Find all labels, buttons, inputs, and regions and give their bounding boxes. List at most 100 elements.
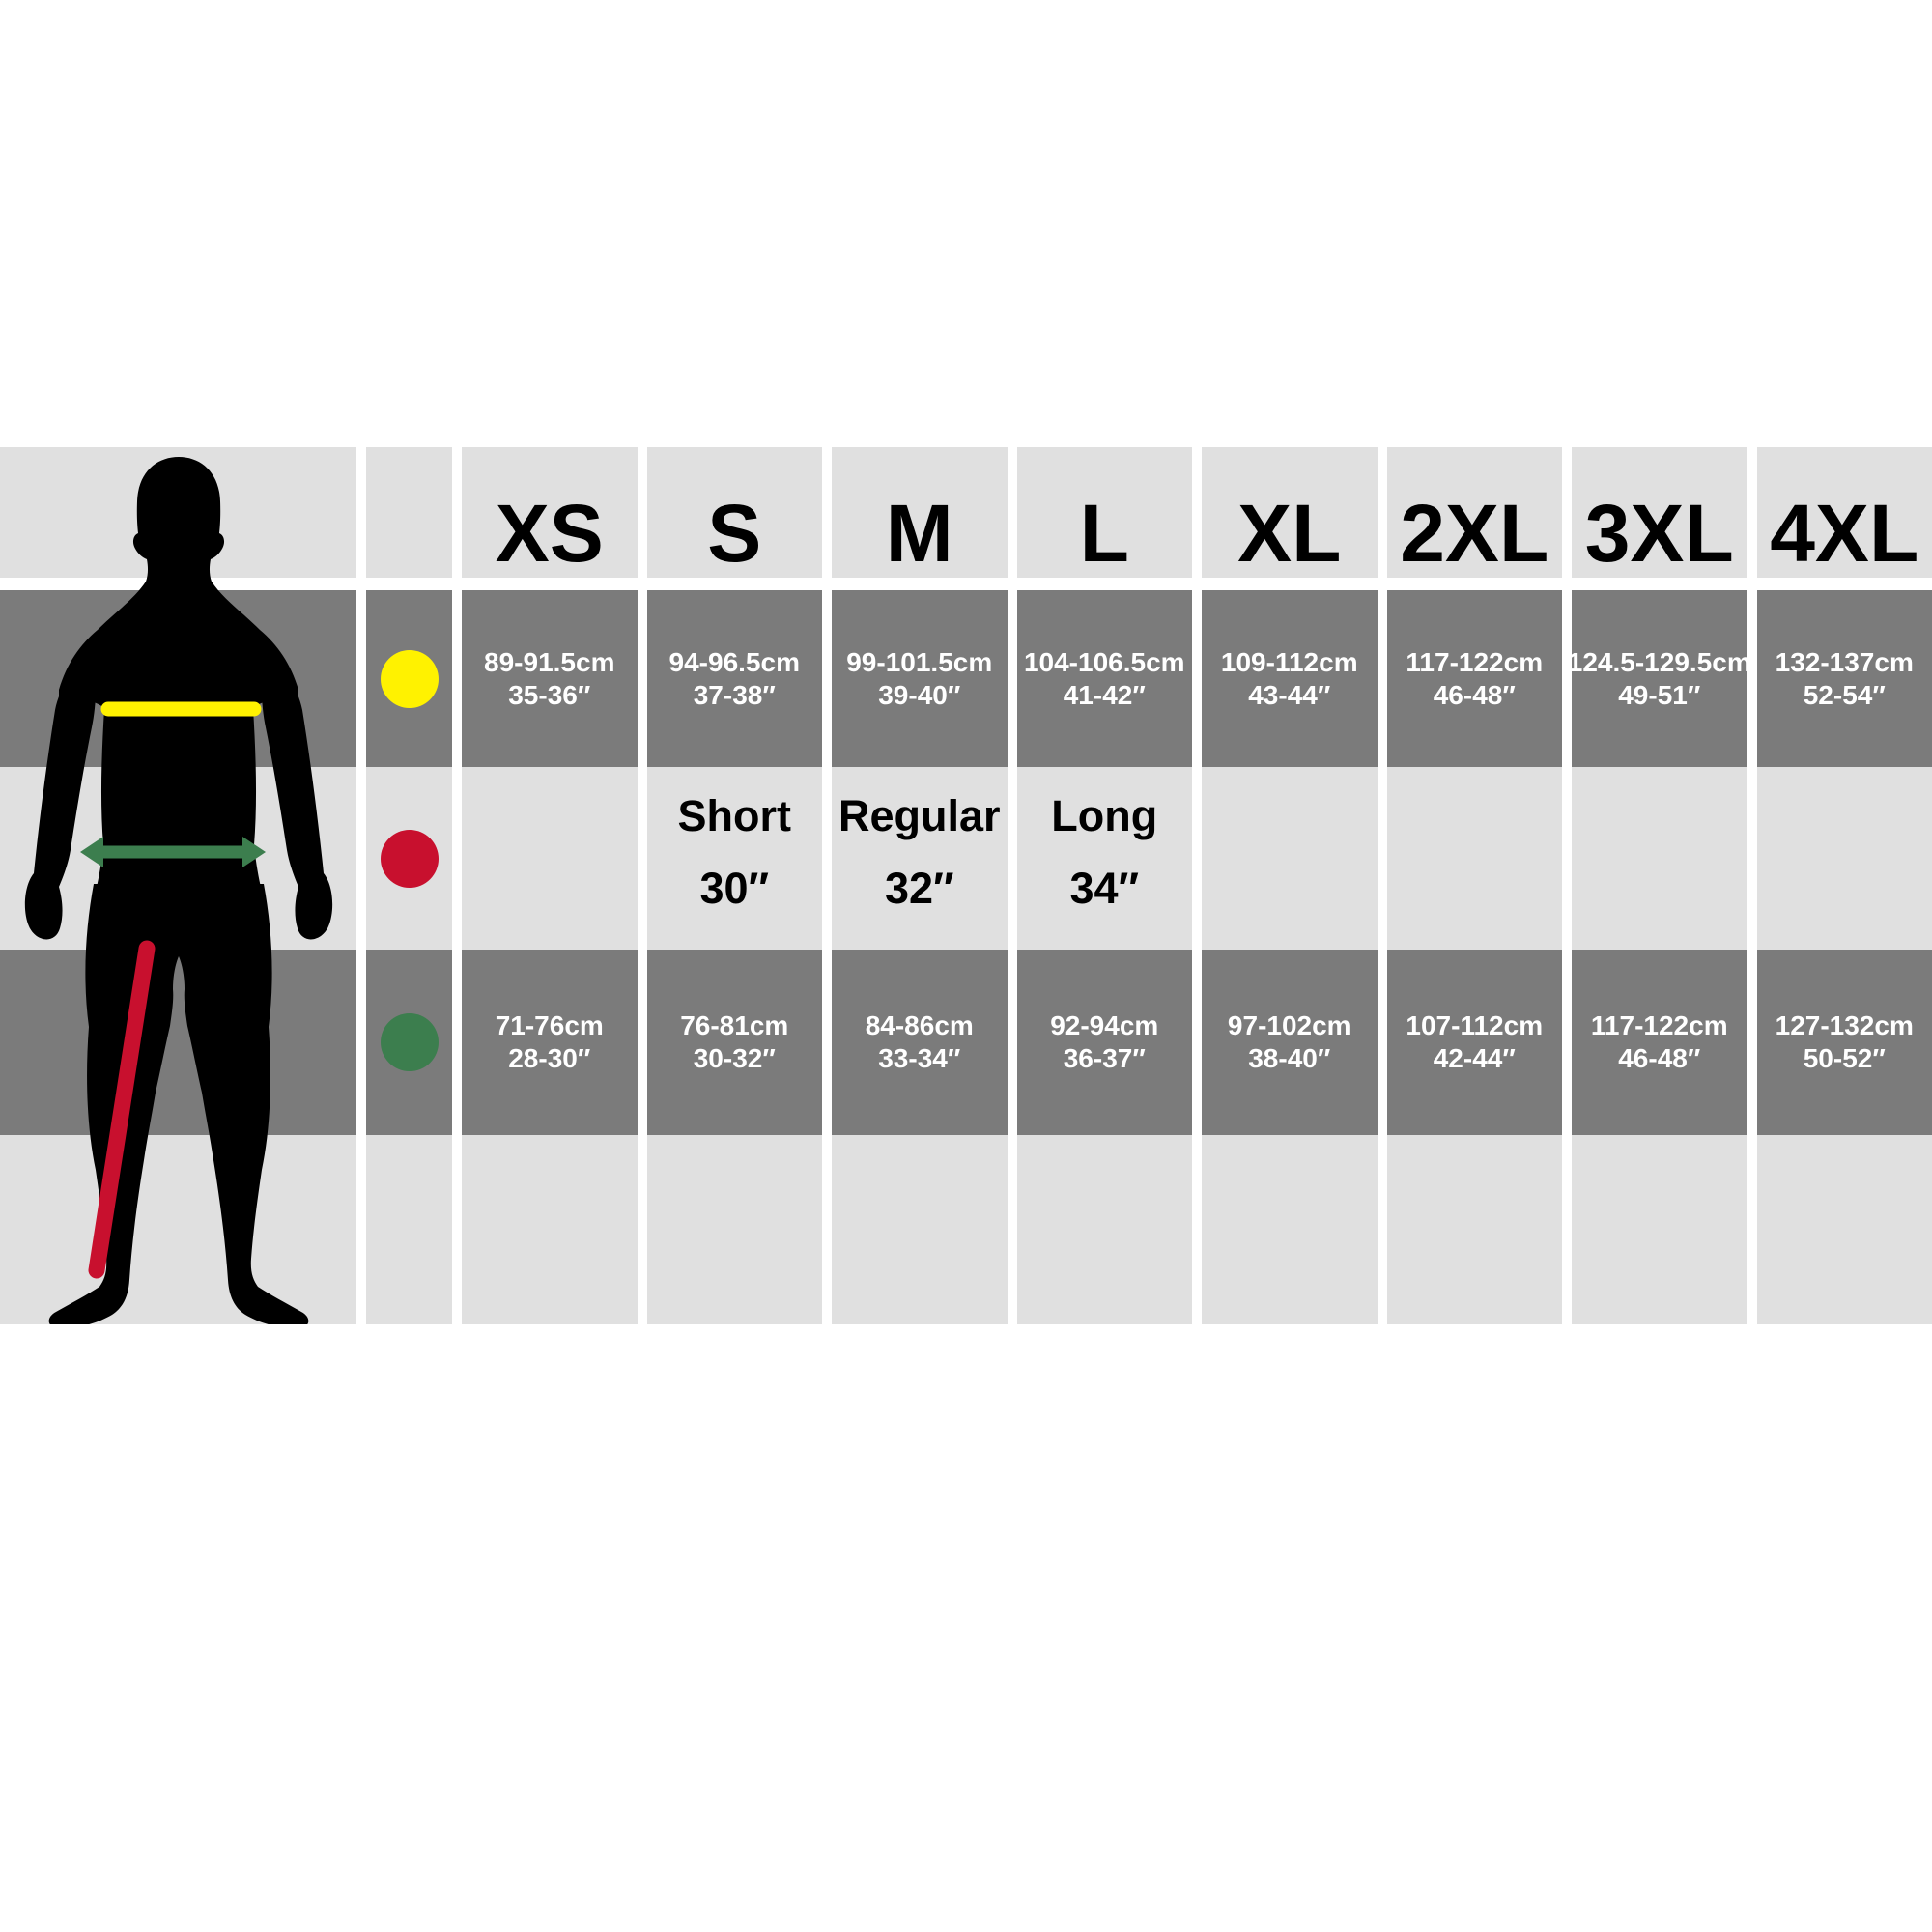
size-header-m: M <box>832 447 1008 578</box>
leg-length-red-dot-icon <box>380 829 439 888</box>
size-header-label: 4XL <box>1770 487 1919 578</box>
figure-column-cell <box>0 767 356 950</box>
waist-value: 76-81cm 30-32″ <box>680 1009 788 1074</box>
leg-length-value: Long 34″ <box>1051 794 1157 910</box>
dot-column-cell <box>366 590 452 767</box>
waist-value: 107-112cm 42-44″ <box>1406 1009 1543 1074</box>
figure-column-cell <box>0 590 356 767</box>
size-header-label: S <box>707 487 762 578</box>
waist-value-inches: 42-44″ <box>1433 1043 1516 1073</box>
waist-cell-xl: 97-102cm 38-40″ <box>1202 950 1378 1135</box>
chest-value-cm: 124.5-129.5cm <box>1572 646 1747 677</box>
size-header-l: L <box>1016 447 1192 578</box>
leg-length-cell-xl <box>1202 767 1378 950</box>
figure-column-cell <box>0 447 356 578</box>
size-header-label: XL <box>1237 487 1342 578</box>
chest-value: 89-91.5cm 35-36″ <box>484 646 614 711</box>
waist-value: 117-122cm 46-48″ <box>1591 1009 1728 1074</box>
waist-value-cm: 84-86cm <box>865 1010 974 1041</box>
size-header-xs: XS <box>462 447 638 578</box>
empty-cell-l <box>1016 1135 1192 1324</box>
chest-cell-2xl: 117-122cm 46-48″ <box>1386 590 1562 767</box>
waist-value: 84-86cm 33-34″ <box>866 1009 974 1074</box>
leg-length-inches: 30″ <box>699 863 770 913</box>
empty-cell-xs <box>462 1135 638 1324</box>
chest-value-cm: 104-106.5cm <box>1023 646 1185 677</box>
waist-value: 92-94cm 36-37″ <box>1050 1009 1158 1074</box>
waist-cell-m: 84-86cm 33-34″ <box>832 950 1008 1135</box>
chest-cell-l: 104-106.5cm 41-42″ <box>1016 590 1192 767</box>
leg-length-cell-l: Long 34″ <box>1016 767 1192 950</box>
chest-cell-xl: 109-112cm 43-44″ <box>1202 590 1378 767</box>
chest-value-cm: 109-112cm <box>1220 646 1358 677</box>
empty-cell-s <box>646 1135 822 1324</box>
size-chart-table: XS S M L XL 2XL 3XL 4XL 89-91.5cm 35-36″ 94-96.5cm… <box>0 447 1932 1324</box>
dot-column-cell <box>366 447 452 578</box>
waist-cell-xs: 71-76cm 28-30″ <box>462 950 638 1135</box>
leg-length-cell-xs <box>462 767 638 950</box>
waist-value-inches: 28-30″ <box>508 1043 591 1073</box>
chest-value: 109-112cm 43-44″ <box>1221 646 1358 711</box>
waist-value: 97-102cm 38-40″ <box>1228 1009 1351 1074</box>
chest-value-inches: 41-42″ <box>1063 679 1146 710</box>
leg-length-cell-m: Regular 32″ <box>832 767 1008 950</box>
chest-value-inches: 49-51″ <box>1618 679 1701 710</box>
dot-column-cell <box>366 767 452 950</box>
chest-cell-3xl: 124.5-129.5cm 49-51″ <box>1572 590 1747 767</box>
leg-length-label: Regular <box>838 790 1001 840</box>
waist-value-cm: 107-112cm <box>1406 1010 1544 1041</box>
chest-value: 124.5-129.5cm 49-51″ <box>1572 646 1747 711</box>
chest-value-cm: 132-137cm <box>1775 646 1914 677</box>
waist-value-cm: 76-81cm <box>680 1010 789 1041</box>
size-header-label: 2XL <box>1400 487 1549 578</box>
chest-value: 94-96.5cm 37-38″ <box>669 646 800 711</box>
empty-cell-3xl <box>1572 1135 1747 1324</box>
chest-value: 99-101.5cm 39-40″ <box>846 646 992 711</box>
header-row: XS S M L XL 2XL 3XL 4XL <box>0 447 1932 578</box>
leg-length-label: Short <box>677 790 792 840</box>
waist-value-cm: 127-132cm <box>1775 1010 1914 1041</box>
chest-value-cm: 117-122cm <box>1406 646 1544 677</box>
empty-cell-xl <box>1202 1135 1378 1324</box>
figure-column-cell <box>0 1135 356 1324</box>
waist-cell-l: 92-94cm 36-37″ <box>1016 950 1192 1135</box>
empty-row <box>0 1135 1932 1324</box>
empty-cell-2xl <box>1386 1135 1562 1324</box>
size-header-label: 3XL <box>1584 487 1734 578</box>
waist-row: 71-76cm 28-30″ 76-81cm 30-32″ 84-86cm 33-34″ 9… <box>0 950 1932 1135</box>
size-header-3xl: 3XL <box>1572 447 1747 578</box>
chest-value: 104-106.5cm 41-42″ <box>1024 646 1185 711</box>
chest-cell-m: 99-101.5cm 39-40″ <box>832 590 1008 767</box>
chest-value-inches: 43-44″ <box>1248 679 1331 710</box>
figure-column-cell <box>0 950 356 1135</box>
chest-value-inches: 35-36″ <box>508 679 591 710</box>
dot-column-cell <box>366 950 452 1135</box>
chest-value-cm: 99-101.5cm <box>846 646 993 677</box>
size-header-2xl: 2XL <box>1386 447 1562 578</box>
empty-cell-4xl <box>1756 1135 1932 1324</box>
leg-length-cell-3xl <box>1572 767 1747 950</box>
size-header-label: L <box>1079 487 1129 578</box>
waist-value-cm: 117-122cm <box>1590 1010 1728 1041</box>
dot-column-cell <box>366 1135 452 1324</box>
chest-value-inches: 39-40″ <box>878 679 961 710</box>
chest-value-cm: 89-91.5cm <box>484 646 615 677</box>
waist-value-inches: 30-32″ <box>693 1043 776 1073</box>
waist-value-cm: 92-94cm <box>1050 1010 1159 1041</box>
leg-length-inches: 32″ <box>884 863 954 913</box>
leg-length-value: Regular 32″ <box>838 794 1001 910</box>
chest-value: 132-137cm 52-54″ <box>1776 646 1914 711</box>
leg-length-value: Short 30″ <box>678 794 792 910</box>
chest-value-inches: 37-38″ <box>693 679 776 710</box>
leg-length-cell-4xl <box>1756 767 1932 950</box>
chest-value-cm: 94-96.5cm <box>668 646 800 677</box>
size-header-xl: XL <box>1202 447 1378 578</box>
chest-cell-xs: 89-91.5cm 35-36″ <box>462 590 638 767</box>
size-header-s: S <box>646 447 822 578</box>
leg-length-label: Long <box>1051 790 1158 840</box>
chest-value: 117-122cm 46-48″ <box>1406 646 1543 711</box>
size-header-4xl: 4XL <box>1756 447 1932 578</box>
waist-cell-2xl: 107-112cm 42-44″ <box>1386 950 1562 1135</box>
waist-cell-s: 76-81cm 30-32″ <box>646 950 822 1135</box>
